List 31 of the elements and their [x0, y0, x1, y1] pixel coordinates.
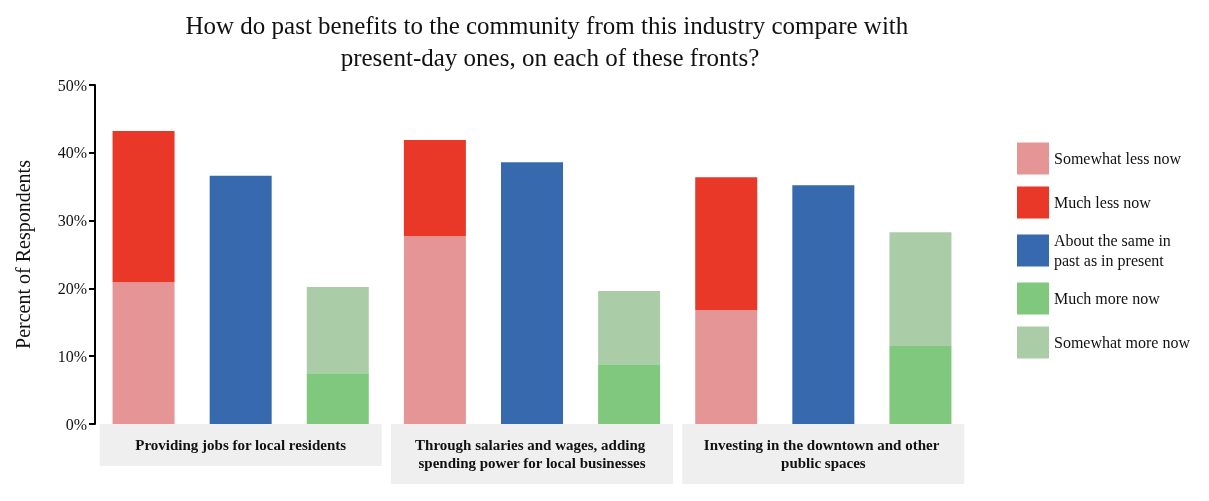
- legend-label: Somewhat less now: [1054, 150, 1182, 167]
- bar: [598, 291, 661, 365]
- bar: [889, 232, 952, 347]
- legend-label: Much less now: [1054, 194, 1152, 211]
- bar: [209, 175, 272, 424]
- x-tick-label: Providing jobs for local residents: [135, 437, 347, 453]
- x-tick-label: Investing in the downtown and other public spaces: [703, 437, 943, 471]
- bar: [306, 373, 369, 424]
- bar: [695, 310, 758, 424]
- bar: [112, 282, 175, 424]
- bar: [501, 162, 563, 424]
- bar: [112, 131, 175, 283]
- chart-title: How do past benefits to the community from this industry compare with present-day ones, on each of these fronts?: [185, 11, 915, 71]
- legend-label: Much more now: [1054, 290, 1161, 307]
- bar: [695, 177, 758, 311]
- y-tick-label: 10%: [57, 347, 87, 365]
- x-tick-label: Through salaries and wages, adding spending power for local businesses: [415, 437, 649, 471]
- legend-label: About the same in past as in present: [1054, 232, 1175, 270]
- y-tick-label: 0%: [65, 415, 87, 433]
- legend-label: Somewhat more now: [1054, 334, 1191, 351]
- y-tick-label: 40%: [57, 144, 87, 162]
- bar: [889, 346, 952, 424]
- y-tick-label: 20%: [57, 279, 87, 297]
- bar: [403, 139, 466, 237]
- bar: [403, 236, 466, 424]
- y-tick-label: 50%: [57, 76, 87, 94]
- bar: [598, 364, 661, 424]
- y-tick-label: 30%: [57, 212, 87, 230]
- bar: [306, 287, 369, 374]
- y-axis-title: Percent of Respondents: [12, 159, 35, 349]
- bar: [792, 185, 855, 424]
